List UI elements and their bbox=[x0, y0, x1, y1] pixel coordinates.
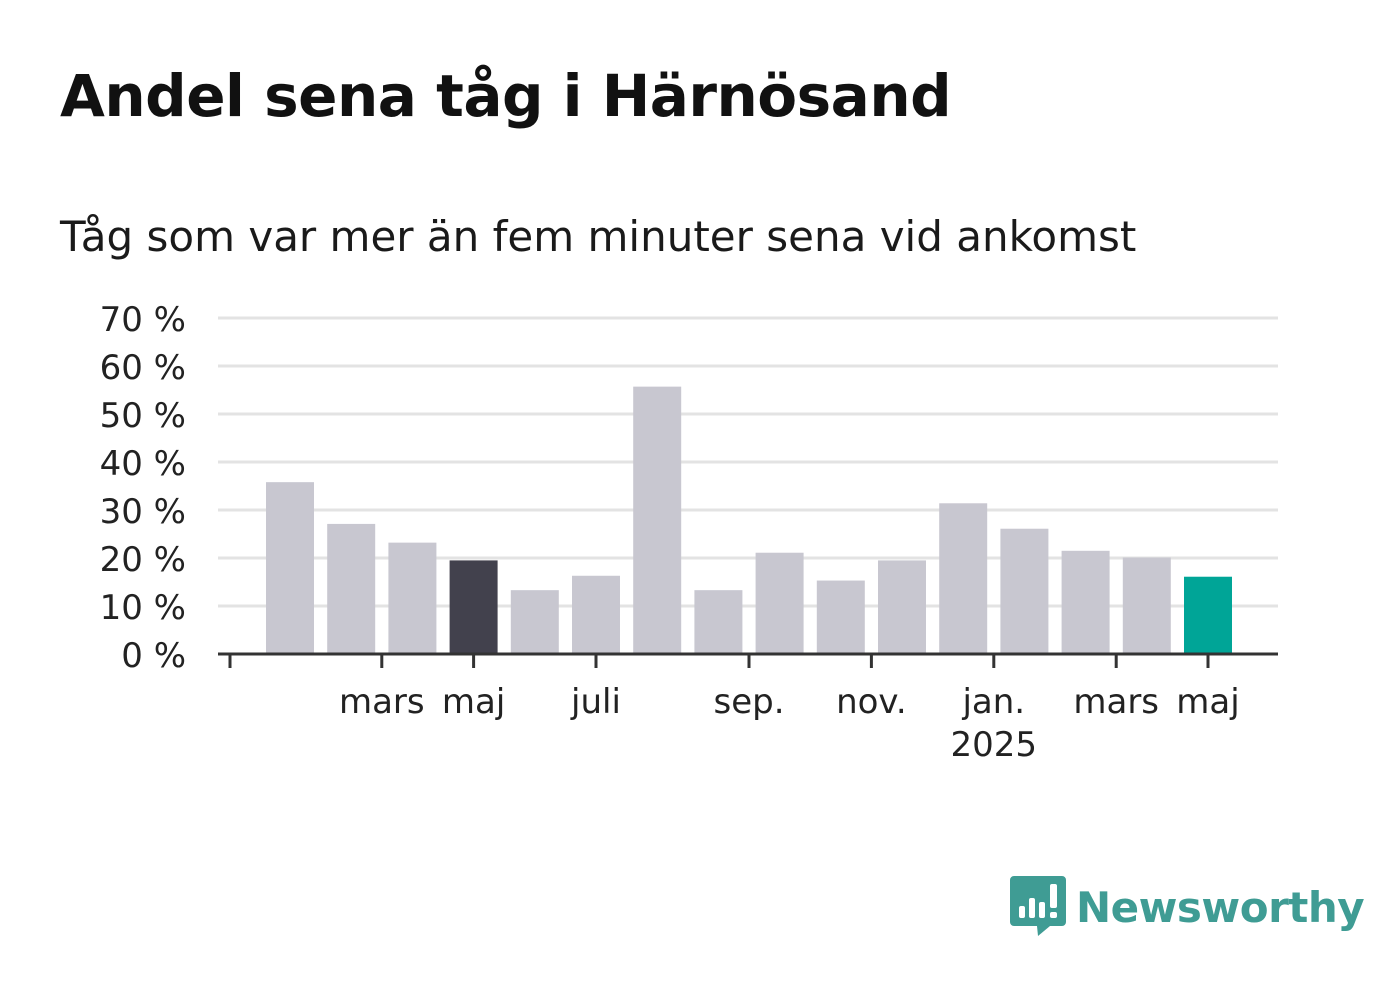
bar bbox=[939, 503, 988, 654]
bar bbox=[755, 552, 804, 654]
x-axis bbox=[218, 652, 1278, 668]
y-tick-label: 60 % bbox=[100, 348, 186, 388]
bar bbox=[510, 590, 559, 654]
y-tick-label: 50 % bbox=[100, 396, 186, 436]
y-tick-label: 0 % bbox=[121, 636, 186, 676]
y-tick-label: 70 % bbox=[100, 300, 186, 340]
y-tick-label: 40 % bbox=[100, 444, 186, 484]
x-tick-label: nov. bbox=[836, 682, 907, 722]
bar bbox=[878, 560, 926, 654]
bar-chart-speech-bubble-icon bbox=[1010, 876, 1066, 936]
bar bbox=[1184, 576, 1232, 654]
x-tick-label: maj bbox=[442, 682, 505, 722]
bar bbox=[327, 523, 376, 654]
bar bbox=[266, 482, 314, 654]
chart-subtitle: Tåg som var mer än fem minuter sena vid … bbox=[60, 212, 1137, 261]
bars bbox=[266, 386, 1232, 654]
brand-name: Newsworthy bbox=[1076, 882, 1365, 932]
y-tick-label: 30 % bbox=[100, 492, 186, 532]
x-tick-label: maj bbox=[1176, 682, 1239, 722]
x-tick-sublabel: 2025 bbox=[951, 725, 1038, 765]
bar bbox=[1000, 528, 1049, 654]
bar bbox=[388, 542, 437, 654]
bar bbox=[1061, 550, 1110, 654]
bar bbox=[572, 575, 620, 654]
x-tick-label: juli bbox=[570, 682, 621, 722]
bar bbox=[449, 560, 498, 654]
bar bbox=[694, 590, 743, 654]
bar bbox=[1122, 557, 1171, 654]
gridlines bbox=[218, 316, 1278, 608]
x-tick-label: sep. bbox=[713, 682, 784, 722]
bar bbox=[633, 386, 682, 654]
y-axis-labels: 0 % 10 % 20 % 30 % 40 % 50 % 60 % 70 % bbox=[100, 300, 186, 676]
x-tick-label: jan. bbox=[961, 682, 1025, 722]
x-tick-label: mars bbox=[1073, 682, 1159, 722]
x-tick-label: mars bbox=[339, 682, 425, 722]
y-tick-label: 10 % bbox=[100, 588, 186, 628]
bar bbox=[816, 580, 865, 654]
chart-title: Andel sena tåg i Härnösand bbox=[60, 62, 952, 130]
brand-logo: Newsworthy bbox=[1010, 876, 1365, 938]
y-tick-label: 20 % bbox=[100, 540, 186, 580]
